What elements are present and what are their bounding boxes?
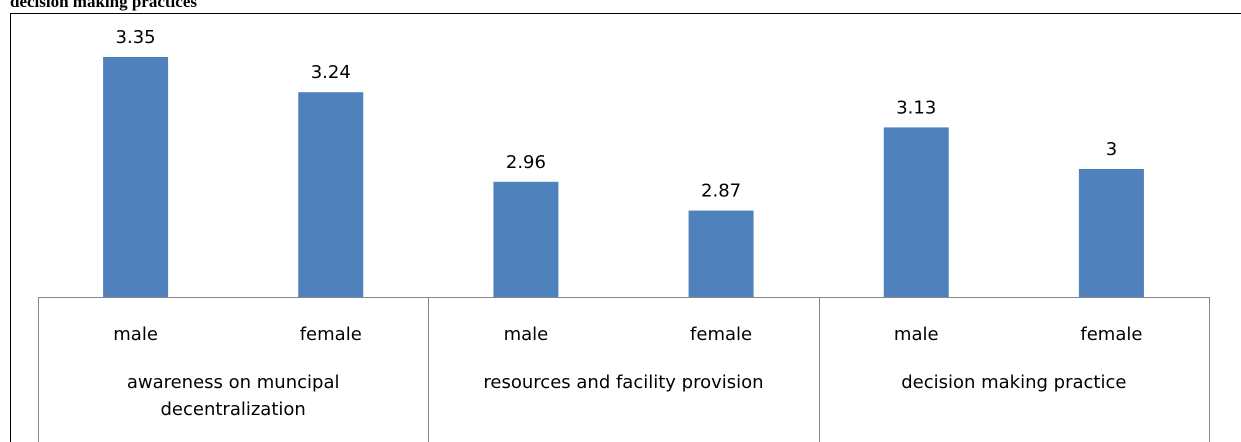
x-tick-label: female — [690, 324, 752, 345]
x-tick-label: male — [504, 324, 549, 345]
bar — [493, 181, 559, 297]
data-label: 3.35 — [116, 27, 156, 48]
group-label: resources and facility provision — [483, 372, 764, 393]
bar — [1078, 169, 1144, 297]
bar — [688, 210, 754, 297]
x-tick-label: male — [113, 324, 158, 345]
bar — [883, 127, 949, 298]
data-label: 2.96 — [506, 152, 546, 173]
bar — [103, 57, 169, 297]
bar — [298, 92, 364, 297]
data-label: 3.13 — [896, 97, 936, 118]
group-label: decision making practice — [901, 372, 1127, 393]
data-label: 2.87 — [701, 181, 741, 202]
data-label: 3 — [1106, 139, 1117, 160]
data-label: 3.24 — [311, 62, 351, 83]
x-tick-label: female — [300, 324, 362, 345]
x-tick-label: male — [894, 324, 939, 345]
group-label: awareness on muncipal decentralization — [126, 372, 340, 420]
x-tick-label: female — [1080, 324, 1142, 345]
chart-title: decision making practices — [10, 0, 197, 11]
